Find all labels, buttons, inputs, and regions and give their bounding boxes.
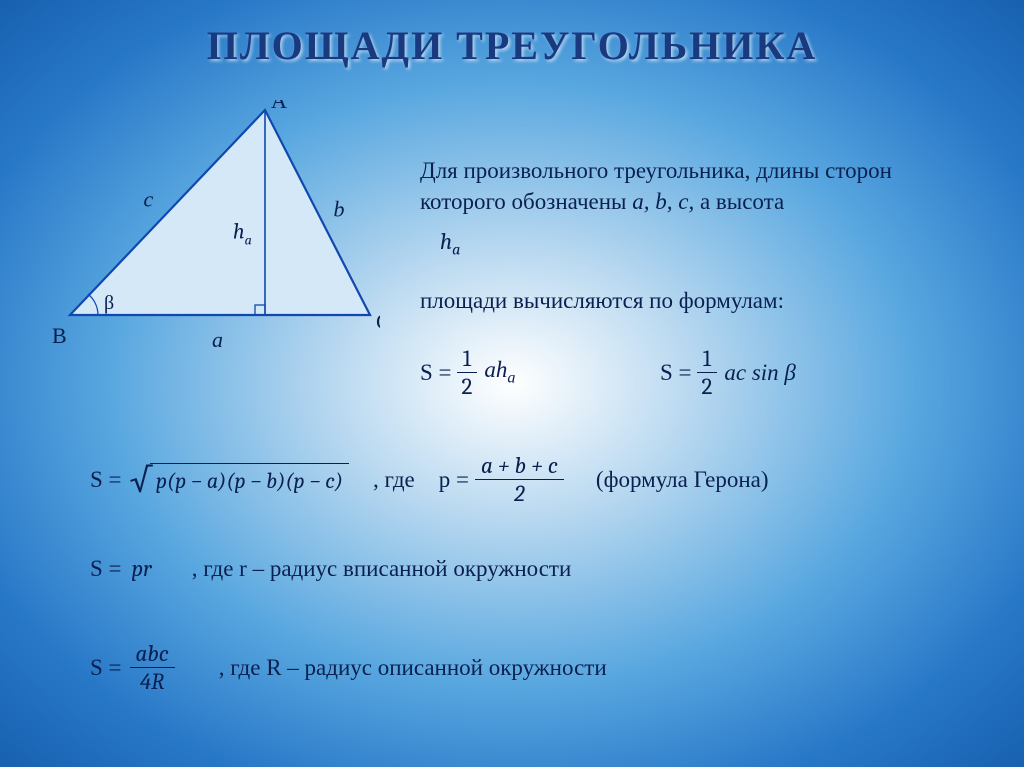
sqrt-icon: √ — [130, 463, 152, 497]
height-symbol: ha — [440, 226, 460, 262]
formula-sine: S = 1 2 ac sin β — [660, 345, 796, 400]
f3-den: 2 — [508, 480, 531, 507]
f1-den: 2 — [456, 373, 479, 400]
f3-lhs: S = — [90, 467, 122, 493]
svg-text:β: β — [104, 292, 114, 314]
f4-lhs: S = — [90, 556, 122, 582]
svg-text:C: C — [376, 309, 380, 334]
svg-text:B: B — [52, 323, 67, 348]
formula-heron: S = √ p(p − a)(p − b)(p − c) , где p = a… — [90, 452, 769, 507]
svg-text:b: b — [334, 197, 345, 222]
f3-num: a + b + c — [475, 452, 564, 480]
f2-den: 2 — [696, 373, 719, 400]
f5-lhs: S = — [90, 655, 122, 681]
sqrt-body: p(p − a)(p − b)(p − c) — [150, 463, 349, 497]
f1-frac: 1 2 — [456, 345, 479, 400]
f2-lhs: S = — [660, 360, 692, 386]
slide-title: ПЛОЩАДИ ТРЕУГОЛЬНИКА — [0, 0, 1024, 69]
formula-inradius: S = pr , где r – радиус вписанной окружн… — [90, 555, 571, 582]
svg-text:a: a — [212, 327, 223, 352]
intro-vars: a, b, c, — [632, 189, 694, 214]
f1-sub: a — [507, 370, 515, 387]
h-sub: a — [452, 242, 460, 260]
f2-num: 1 — [697, 345, 717, 373]
f5-rest: , где R – радиус описанной окружности — [219, 655, 607, 681]
intro-part2: а высота — [694, 189, 784, 214]
f1-num: 1 — [457, 345, 477, 373]
formulas-intro: площади вычисляются по формулам: — [420, 285, 980, 316]
h-letter: h — [440, 228, 452, 255]
f4-expr: pr — [132, 555, 152, 582]
f4-rest: , где r – радиус вписанной окружности — [192, 556, 572, 582]
intro-text: Для произвольного треугольника, длины ст… — [420, 155, 980, 217]
f2-rest: ac sin β — [724, 360, 796, 386]
f2-frac: 1 2 — [696, 345, 719, 400]
sqrt: √ p(p − a)(p − b)(p − c) — [130, 463, 350, 497]
f1-rest: aha — [484, 357, 515, 388]
f3-peq: p = — [439, 467, 469, 493]
formula-base-height: S = 1 2 aha — [420, 345, 515, 400]
f1-ah: ah — [484, 357, 507, 382]
f5-den: 4R — [134, 668, 170, 695]
f5-frac: abc 4R — [130, 640, 175, 695]
f1-lhs: S = — [420, 360, 452, 386]
f5-num: abc — [130, 640, 175, 668]
f3-frac: a + b + c 2 — [475, 452, 564, 507]
heron-note: (формула Герона) — [596, 467, 769, 493]
formula-circumradius: S = abc 4R , где R – радиус описанной ок… — [90, 640, 607, 695]
triangle-diagram: ABCcbaβha — [50, 100, 380, 370]
svg-text:A: A — [271, 100, 287, 113]
svg-text:c: c — [144, 187, 154, 212]
f3-gde: , где — [373, 467, 415, 493]
